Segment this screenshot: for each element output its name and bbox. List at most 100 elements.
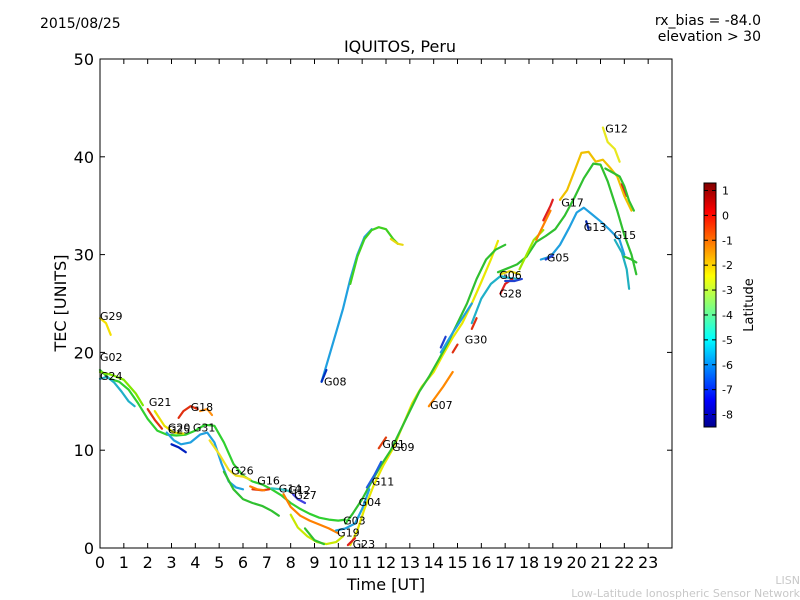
satellite-label-g20: G20 bbox=[168, 422, 191, 435]
tec-tracks bbox=[98, 126, 638, 547]
tec-track-33 bbox=[470, 317, 478, 330]
tec-track-28 bbox=[334, 488, 371, 532]
tec-track-21 bbox=[389, 237, 404, 246]
x-tick-label: 23 bbox=[638, 553, 658, 572]
colorbar-tick-label: -6 bbox=[722, 359, 733, 372]
elevation-label: elevation > 30 bbox=[657, 29, 761, 45]
colorbar-tick-label: -5 bbox=[722, 334, 733, 347]
colorbar-tick-label: -3 bbox=[722, 284, 733, 297]
x-tick-label: 9 bbox=[309, 553, 319, 572]
x-tick-label: 8 bbox=[286, 553, 296, 572]
x-tick-label: 18 bbox=[519, 553, 539, 572]
tec-track-22 bbox=[320, 368, 328, 383]
colorbar-label: Latitude bbox=[742, 278, 757, 332]
tec-track-24 bbox=[346, 537, 357, 547]
tec-track-1 bbox=[98, 368, 347, 522]
date-label: 2015/08/25 bbox=[40, 16, 121, 32]
satellite-label-g25: G25 bbox=[168, 424, 191, 437]
tec-track-48 bbox=[604, 167, 635, 212]
x-tick-label: 1 bbox=[119, 553, 129, 572]
y-tick-label: 20 bbox=[74, 343, 94, 362]
satellite-label-g21: G21 bbox=[149, 396, 172, 409]
y-tick-label: 40 bbox=[74, 148, 94, 167]
tec-track-50 bbox=[623, 255, 638, 264]
satellite-label-g06: G06 bbox=[499, 269, 522, 282]
tec-track-26 bbox=[377, 436, 388, 450]
tec-track-41 bbox=[542, 198, 554, 222]
x-tick-label: 14 bbox=[423, 553, 443, 572]
x-tick-label: 19 bbox=[543, 553, 563, 572]
axes: 0 1 2 3 4 5 6 7 8 9 10 11 12 13 14 15 16 17 18 19 20 21 22 2301… bbox=[74, 50, 672, 572]
x-axis-label: Time [UT] bbox=[346, 575, 425, 594]
x-tick-label: 22 bbox=[614, 553, 634, 572]
x-tick-label: 20 bbox=[566, 553, 586, 572]
footer-attribution: LISN Low-Latitude Ionospheric Sensor Net… bbox=[571, 574, 800, 600]
tec-track-49 bbox=[613, 238, 631, 290]
tec-track-30 bbox=[439, 302, 473, 354]
satellite-label-g12: G12 bbox=[288, 484, 311, 497]
tec-track-46 bbox=[601, 126, 621, 163]
x-tick-label: 15 bbox=[447, 553, 467, 572]
tec-track-0 bbox=[98, 317, 112, 336]
tec-track-4 bbox=[153, 410, 185, 435]
tec-track-45 bbox=[558, 150, 633, 212]
tec-track-25 bbox=[344, 243, 507, 525]
tec-track-31 bbox=[439, 335, 447, 349]
satellite-label-g08: G08 bbox=[324, 376, 347, 389]
tec-track-16 bbox=[289, 513, 345, 546]
x-tick-label: 17 bbox=[495, 553, 515, 572]
satellite-label-g03: G03 bbox=[343, 515, 366, 528]
colorbar-tick-label: -2 bbox=[722, 259, 733, 272]
x-tick-label: 11 bbox=[352, 553, 372, 572]
tec-track-7 bbox=[199, 408, 214, 417]
tec-track-43 bbox=[544, 254, 554, 261]
tec-track-18 bbox=[303, 527, 326, 546]
y-tick-label: 30 bbox=[74, 246, 94, 265]
satellite-label-g11: G11 bbox=[372, 475, 395, 488]
tec-track-6 bbox=[177, 405, 199, 419]
satellite-label-g23: G23 bbox=[353, 538, 376, 551]
y-axis-label: TEC [UNITS] bbox=[51, 255, 70, 353]
satellite-label-g26: G26 bbox=[231, 465, 254, 478]
satellite-label-g01: G01 bbox=[382, 438, 405, 451]
colorbar-tick-label: -1 bbox=[722, 234, 733, 247]
tec-track-35 bbox=[499, 270, 521, 276]
x-tick-label: 13 bbox=[400, 553, 420, 572]
satellite-label-g09: G09 bbox=[392, 441, 415, 454]
x-tick-label: 2 bbox=[143, 553, 153, 572]
colorbar-tick-label: -7 bbox=[722, 384, 733, 397]
tec-track-10 bbox=[208, 439, 252, 481]
y-tick-label: 50 bbox=[74, 50, 94, 69]
satellite-label-g04: G04 bbox=[359, 496, 382, 509]
tec-track-29 bbox=[427, 370, 454, 408]
satellite-label-g12: G12 bbox=[605, 122, 628, 135]
tec-track-17 bbox=[291, 493, 307, 505]
latitude-colorbar: 1 0 -1 -2 -3 -4 -5 -6 -7 -8 Latitude bbox=[703, 182, 757, 428]
tec-track-14 bbox=[270, 487, 292, 493]
tec-track-15 bbox=[282, 493, 340, 535]
colorbar-tick-label: 1 bbox=[722, 184, 729, 197]
satellite-label-g15: G15 bbox=[614, 229, 637, 242]
colorbar-tick-label: 0 bbox=[722, 209, 729, 222]
tec-track-44 bbox=[585, 220, 590, 231]
x-tick-label: 4 bbox=[190, 553, 200, 572]
satellite-label-g27: G27 bbox=[294, 489, 317, 502]
satellite-label-g31: G31 bbox=[193, 422, 216, 435]
tec-track-19 bbox=[320, 228, 373, 383]
x-tick-label: 12 bbox=[376, 553, 396, 572]
tec-track-13 bbox=[249, 485, 266, 492]
tec-track-32 bbox=[451, 343, 459, 354]
satellite-label-g19: G19 bbox=[337, 526, 360, 539]
x-tick-label: 3 bbox=[166, 553, 176, 572]
tec-track-5 bbox=[146, 408, 164, 430]
x-tick-label: 7 bbox=[262, 553, 272, 572]
tec-track-2 bbox=[98, 375, 136, 408]
tec-track-3 bbox=[98, 370, 144, 407]
satellite-label-g30: G30 bbox=[465, 334, 488, 347]
tec-track-11 bbox=[222, 470, 280, 517]
satellite-label-g28: G28 bbox=[499, 288, 522, 301]
footer-line-1: LISN bbox=[775, 574, 800, 587]
satellite-label-g14: G14 bbox=[279, 482, 302, 495]
